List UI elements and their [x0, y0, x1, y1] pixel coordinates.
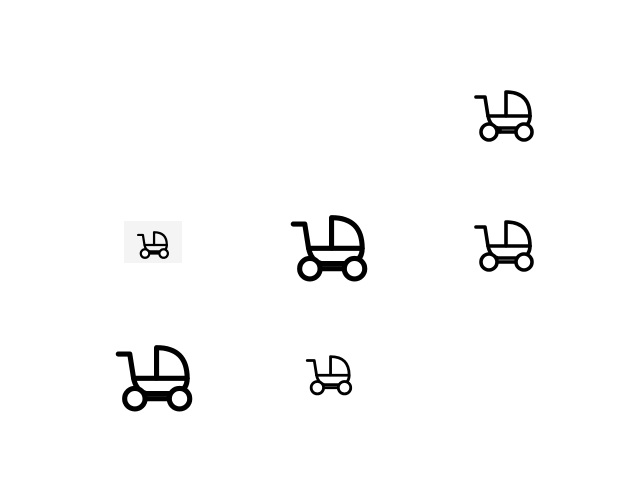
- stroller-icon: [288, 210, 370, 284]
- stroller-icon: [136, 229, 170, 260]
- stroller-icon: [472, 216, 536, 274]
- stroller-icon: [472, 86, 536, 144]
- stroller-icon: [113, 340, 195, 414]
- stroller-icon: [304, 352, 354, 397]
